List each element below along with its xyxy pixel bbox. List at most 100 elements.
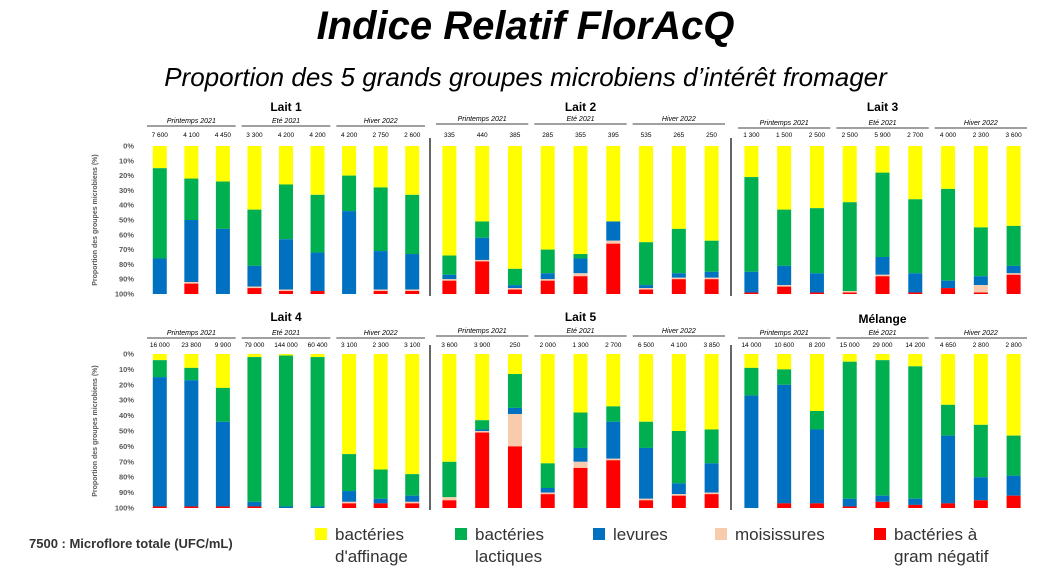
legend-label-lactiques: bactéries lactiques [475, 525, 544, 566]
panel-melange-bar-bacteries-a-gram-negatif [809, 503, 824, 508]
panel-lait-2-bar-levures [507, 285, 522, 289]
panel-lait-1-bar-bacteries-a-gram-negatif [373, 291, 388, 294]
panel-lait-5-category-label: 4 100 [671, 342, 688, 349]
panel-lait-1-bar-bacteries-lactiques [279, 184, 293, 240]
panel-lait-4-bar-bacteries-a-gram-negatif [215, 506, 230, 508]
panel-lait-5-bar-moisissures [606, 458, 621, 461]
panel-lait-1-season-label: Eté 2021 [272, 118, 300, 125]
panel-lait-3-bar-bacteries-d-affinage [941, 146, 956, 189]
panel-lait-5-season-label: Eté 2021 [566, 328, 594, 335]
panel-lait-5-bar-bacteries-d-affinage [442, 354, 457, 462]
panel-lait-3-bar-bacteries-d-affinage [809, 146, 824, 209]
legend-label-affinage: bactéries d'affinage [335, 525, 408, 566]
panel-melange-bar-bacteries-a-gram-negatif [941, 503, 956, 508]
panel-lait-2-bar-moisissures [639, 288, 654, 290]
panel-lait-3-bar-levures [908, 273, 923, 293]
panel-lait-1-bar-levures [405, 254, 420, 290]
panel-lait-3-bar-levures [875, 257, 890, 275]
panel-lait-5-bar-moisissures [475, 431, 490, 433]
panel-lait-1-bar-moisissures [373, 289, 388, 292]
panel-lait-4-ytick-label: 20% [119, 380, 134, 389]
panel-lait-4-bar-levures [215, 421, 230, 507]
panel-lait-3-category-label: 1 500 [776, 132, 793, 139]
panel-lait-5-bar-bacteries-lactiques [639, 421, 654, 448]
panel-lait-3-bar-bacteries-d-affinage [842, 146, 857, 203]
panel-melange-bar-bacteries-d-affinage [809, 354, 824, 411]
panel-lait-2-bar-bacteries-a-gram-negatif [507, 289, 522, 294]
panel-lait-2-bar-bacteries-lactiques [540, 249, 555, 274]
panel-lait-2-bar-bacteries-lactiques [573, 254, 588, 259]
panel-lait-4-season-label: Hiver 2022 [364, 330, 398, 337]
panel-lait-4-ytick-label: 70% [119, 457, 134, 466]
panel-melange-bar-bacteries-lactiques [973, 424, 988, 478]
panel-lait-1-bar-bacteries-lactiques [247, 209, 262, 266]
panel-lait-3-bar-bacteries-a-gram-negatif [875, 276, 890, 294]
panel-lait-1-category-label: 2 750 [373, 132, 390, 139]
panel-lait-2-bar-moisissures [442, 279, 457, 281]
panel-lait-4-bar-levures [373, 498, 388, 504]
panel-lait-5-bar-bacteries-lactiques [475, 420, 490, 430]
panel-lait-4-bar-bacteries-d-affinage [279, 354, 293, 356]
panel-melange-bar-bacteries-a-gram-negatif [908, 504, 923, 508]
panel-melange-bar-levures [875, 495, 890, 502]
panel-melange-bar-bacteries-d-affinage [777, 354, 792, 370]
panel-lait-2-bar-moisissures [573, 273, 588, 277]
panel-lait-5-bar-levures [671, 483, 686, 495]
panel-lait-1-bar-bacteries-d-affinage [373, 146, 388, 188]
panel-lait-4-ytick-label: 100% [115, 504, 135, 513]
panel-lait-5-category-label: 3 600 [441, 342, 458, 349]
panel-lait-4-bar-bacteries-d-affinage [405, 354, 420, 475]
panel-melange-category-label: 8 200 [809, 342, 826, 349]
panel-melange-season-label: Eté 2021 [868, 330, 896, 337]
panel-lait-4-bar-bacteries-d-affinage [247, 354, 262, 358]
panel-lait-4-bar-bacteries-lactiques [373, 469, 388, 499]
panel-lait-4-bar-levures [405, 495, 420, 502]
panel-lait-1-bar-bacteries-lactiques [342, 175, 357, 212]
panel-lait-5-category-label: 1 300 [572, 342, 589, 349]
panel-lait-3-season-label: Printemps 2021 [760, 120, 809, 127]
panel-lait-3-bar-bacteries-lactiques [875, 172, 890, 257]
panel-lait-4-ytick-label: 0% [123, 350, 134, 359]
panel-lait-4-bar-levures [310, 506, 325, 508]
panel-lait-1-bar-bacteries-d-affinage [405, 146, 420, 195]
panel-melange-category-label: 15 000 [840, 342, 860, 349]
panel-lait-2-bar-levures [606, 221, 621, 241]
panel-lait-1-bar-levures [310, 252, 325, 292]
panel-melange-season-label: Hiver 2022 [964, 330, 998, 337]
panel-lait-4-bar-bacteries-d-affinage [342, 354, 357, 455]
panel-lait-3-bar-moisissures [1006, 273, 1021, 275]
panel-lait-1-category-label: 3 300 [246, 132, 263, 139]
panel-lait-1-bar-bacteries-a-gram-negatif [279, 291, 293, 294]
panel-lait-1-category-label: 4 100 [183, 132, 200, 139]
panel-lait-1-ytick-label: 50% [119, 216, 134, 225]
panel-lait-4-category-label: 3 100 [341, 342, 358, 349]
panel-lait-2-category-label: 535 [641, 132, 652, 139]
panel-melange-bar-levures [809, 429, 824, 504]
panel-lait-5-bar-bacteries-a-gram-negatif [606, 460, 621, 508]
panel-lait-3-category-label: 3 600 [1005, 132, 1022, 139]
panel-lait-3-bar-levures [777, 265, 792, 286]
panel-lait-4-bar-moisissures [405, 501, 420, 504]
panel-lait-1-ytick-label: 40% [119, 201, 134, 210]
panel-lait-1-ylabel: Proportion des groupes microbiens (%) [92, 154, 99, 285]
panel-lait-4-category-label: 3 100 [404, 342, 421, 349]
panel-lait-2-bar-bacteries-a-gram-negatif [639, 289, 654, 294]
panel-lait-4-bar-moisissures [342, 501, 357, 504]
panel-lait-4-season-label: Eté 2021 [272, 330, 300, 337]
panel-lait-3-bar-bacteries-d-affinage [777, 146, 792, 210]
panel-melange-category-label: 2 800 [973, 342, 990, 349]
panel-lait-1-bar-bacteries-lactiques [310, 194, 325, 253]
panel-lait-3-bar-bacteries-a-gram-negatif [941, 288, 956, 294]
panel-lait-2-category-label: 265 [673, 132, 684, 139]
panel-lait-2-bar-bacteries-d-affinage [507, 146, 522, 269]
panel-lait-2-category-label: 250 [706, 132, 717, 139]
panel-lait-2-bar-levures [704, 271, 719, 278]
panel-lait-1-bar-bacteries-lactiques [152, 168, 167, 259]
panel-lait-3-bar-levures [941, 280, 956, 289]
panel-lait-4-category-label: 79 000 [244, 342, 264, 349]
panel-lait-3-category-label: 2 300 [973, 132, 990, 139]
panel-lait-4-bar-bacteries-a-gram-negatif [247, 506, 262, 508]
panel-lait-3-bar-levures [809, 273, 824, 293]
panel-lait-5-bar-moisissures [704, 492, 719, 495]
panel-lait-2-bar-bacteries-d-affinage [442, 146, 457, 256]
